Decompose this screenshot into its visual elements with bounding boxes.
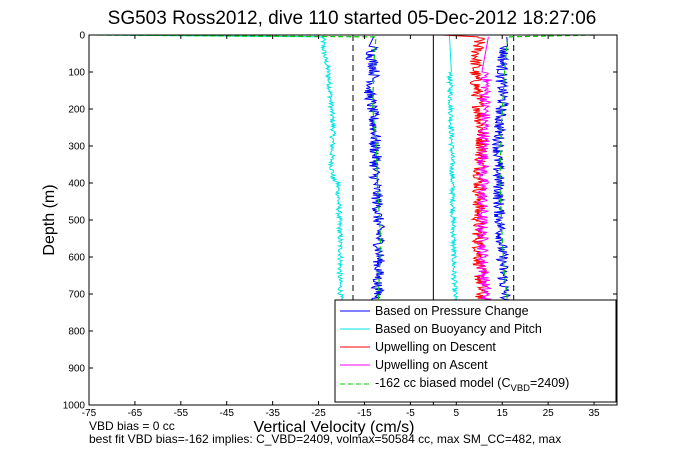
y-tick-label: 600 (68, 253, 85, 264)
x-tick-label: -5 (406, 408, 415, 419)
annotation-best-fit: best fit VBD bias=-162 implies: C_VBD=24… (89, 432, 562, 446)
x-tick-label: -55 (174, 408, 189, 419)
series-line-0-branch-0 (363, 36, 386, 303)
x-axis: -75 -65 -55 -45 -35 -25 -15 -5 5 15 25 35 (82, 35, 600, 419)
x-tick-label: 15 (497, 408, 509, 419)
legend-label-ascent: Upwelling on Ascent (375, 358, 488, 372)
y-tick-label: 800 (68, 327, 85, 338)
legend-label-model-sub: VBD (510, 383, 530, 394)
x-tick-label: 35 (588, 408, 600, 419)
x-tick-label: -75 (82, 408, 97, 419)
x-tick-label: -35 (265, 408, 280, 419)
legend-box (334, 299, 617, 403)
y-tick-label: 700 (68, 290, 85, 301)
x-tick-label: 25 (543, 408, 555, 419)
y-tick-label: 100 (68, 68, 85, 79)
legend-label-model: -162 cc biased model (CVBD=2409) (375, 376, 569, 394)
legend: Based on Pressure Change Based on Buoyan… (334, 299, 617, 403)
annotation-vbd-bias: VBD bias = 0 cc (89, 419, 175, 433)
y-tick-label: 900 (68, 364, 85, 375)
x-tick-label: -45 (220, 408, 235, 419)
series-line-4-branch-1 (499, 35, 595, 304)
y-tick-label: 300 (68, 142, 85, 153)
y-tick-label: 1000 (63, 401, 86, 412)
legend-label-descent: Upwelling on Descent (375, 340, 496, 354)
series-line-1-branch-0 (98, 35, 345, 304)
y-axis-label: Depth (m) (41, 184, 58, 255)
legend-label-model-tail: =2409) (530, 376, 569, 390)
chart-title: SG503 Ross2012, dive 110 started 05-Dec-… (108, 8, 597, 29)
series-line-0-branch-1 (491, 36, 512, 303)
legend-label-model-main: -162 cc biased model (C (375, 376, 510, 390)
series-line-3-branch-0 (475, 36, 493, 304)
x-tick-label: -15 (357, 408, 372, 419)
y-tick-label: 500 (68, 216, 85, 227)
y-tick-label: 200 (68, 105, 85, 116)
legend-label-buoyancy: Based on Buoyancy and Pitch (375, 322, 542, 336)
x-axis-label: Vertical Velocity (cm/s) (254, 419, 415, 436)
series-line-1-branch-1 (445, 35, 459, 304)
y-tick-label: 0 (79, 31, 85, 42)
x-tick-label: 5 (454, 408, 460, 419)
series-line-4-branch-0 (98, 35, 382, 303)
legend-label-pressure: Based on Pressure Change (375, 304, 529, 318)
series-layer (98, 35, 595, 304)
x-tick-label: -65 (128, 408, 143, 419)
x-tick-label: -25 (311, 408, 326, 419)
y-tick-label: 400 (68, 179, 85, 190)
y-axis: 0 100 200 300 400 500 600 700 800 900 1000 (63, 31, 617, 412)
